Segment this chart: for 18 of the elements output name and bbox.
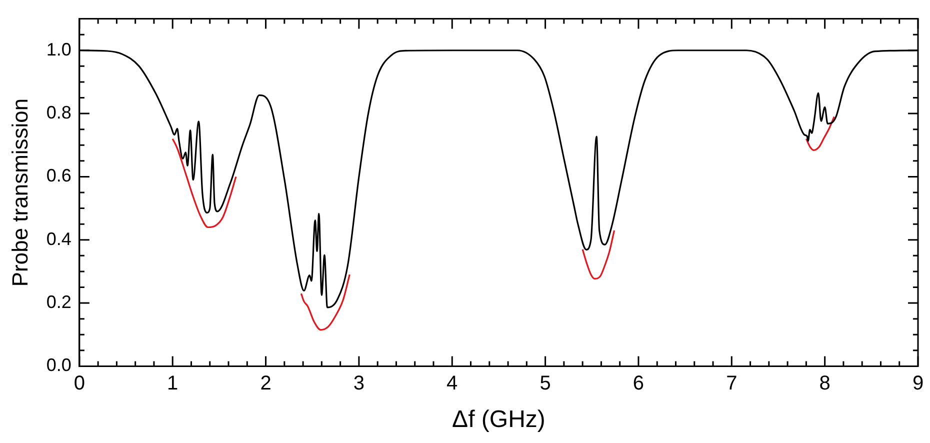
x-tick-label: 7 bbox=[726, 372, 738, 395]
y-tick-label: 0.2 bbox=[46, 292, 72, 312]
x-tick-label: 3 bbox=[353, 372, 365, 395]
x-tick-label: 5 bbox=[540, 372, 551, 395]
x-tick-label: 9 bbox=[912, 372, 924, 395]
x-tick-label: 2 bbox=[260, 372, 272, 395]
y-tick-label: 0.0 bbox=[46, 355, 72, 376]
x-tick-label: 6 bbox=[632, 372, 644, 395]
y-axis-title: Probe transmission bbox=[7, 98, 32, 287]
x-tick-label: 1 bbox=[167, 372, 178, 395]
y-tick-label: 0.8 bbox=[46, 102, 72, 123]
x-axis-title: Δf (GHz) bbox=[452, 406, 546, 434]
y-tick-label: 1.0 bbox=[46, 39, 72, 60]
x-tick-label: 4 bbox=[446, 372, 458, 395]
y-tick-label: 0.4 bbox=[46, 228, 72, 249]
x-tick-label: 8 bbox=[819, 372, 830, 395]
y-tick-label: 0.6 bbox=[46, 166, 72, 186]
x-tick-label: 0 bbox=[74, 372, 85, 395]
